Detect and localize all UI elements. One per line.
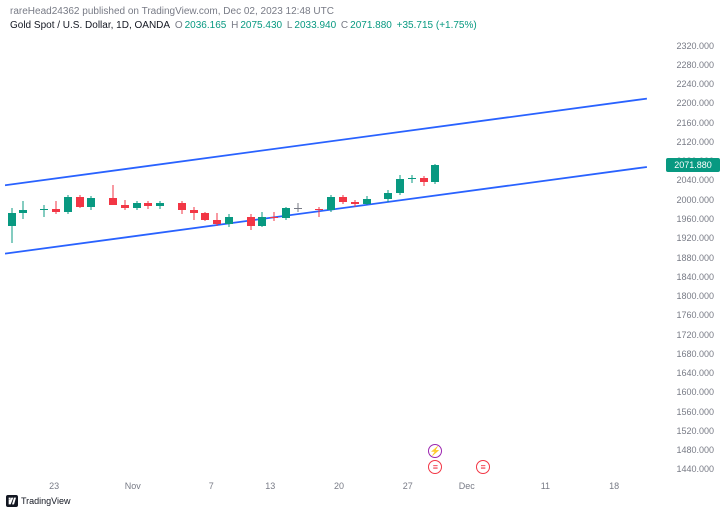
o-val: 2036.165 [185, 20, 227, 31]
y-tick: 1680.000 [676, 349, 714, 359]
x-tick: 11 [541, 481, 550, 491]
x-tick: 27 [403, 481, 413, 491]
x-tick: 13 [265, 481, 275, 491]
y-tick: 2320.000 [676, 41, 714, 51]
y-tick: 2000.000 [676, 195, 714, 205]
y-tick: 2040.000 [676, 175, 714, 185]
tradingview-logo-icon [6, 495, 18, 507]
symbol-label: Gold Spot / U.S. Dollar, 1D, OANDA [10, 20, 170, 31]
event-marker[interactable]: ⚡ [428, 444, 442, 458]
price-tag: 2071.880 [666, 158, 720, 172]
y-tick: 1520.000 [676, 426, 714, 436]
y-tick: 1720.000 [676, 330, 714, 340]
chart-area[interactable]: ⚡ ≡ ≡ [5, 36, 660, 479]
trend-overlay [5, 36, 660, 479]
y-tick: 2200.000 [676, 98, 714, 108]
y-tick: 1440.000 [676, 464, 714, 474]
y-tick: 1840.000 [676, 272, 714, 282]
c-val: 2071.880 [350, 20, 392, 31]
y-tick: 1800.000 [676, 291, 714, 301]
y-tick: 1960.000 [676, 214, 714, 224]
trend-line[interactable] [5, 99, 647, 186]
y-tick: 2120.000 [676, 137, 714, 147]
x-tick: 23 [49, 481, 59, 491]
y-tick: 1640.000 [676, 368, 714, 378]
c-label: C [341, 20, 348, 31]
publish-info: rareHead24362 published on TradingView.c… [10, 6, 334, 17]
l-label: L [287, 20, 293, 31]
y-tick: 1560.000 [676, 407, 714, 417]
y-tick: 1600.000 [676, 387, 714, 397]
x-axis[interactable]: 23 Nov 7 13 20 27 Dec 11 18 [5, 481, 660, 495]
y-tick: 1920.000 [676, 233, 714, 243]
y-tick: 2280.000 [676, 60, 714, 70]
event-marker[interactable]: ≡ [428, 460, 442, 474]
trend-line[interactable] [5, 167, 647, 254]
y-tick: 1480.000 [676, 445, 714, 455]
o-label: O [175, 20, 183, 31]
x-tick: Nov [125, 481, 141, 491]
y-tick: 2240.000 [676, 79, 714, 89]
chg-val: +35.715 (+1.75%) [397, 20, 477, 31]
y-axis[interactable]: 1440.000 1480.000 1520.000 1560.000 1600.000… [662, 36, 720, 479]
h-label: H [231, 20, 238, 31]
x-tick: 18 [609, 481, 619, 491]
y-tick: 1760.000 [676, 310, 714, 320]
l-val: 2033.940 [294, 20, 336, 31]
x-tick: 20 [334, 481, 344, 491]
y-tick: 2160.000 [676, 118, 714, 128]
event-marker[interactable]: ≡ [476, 460, 490, 474]
brand-footer: TradingView [6, 495, 71, 507]
brand-text: TradingView [21, 496, 71, 506]
y-tick: 1880.000 [676, 253, 714, 263]
x-tick: 7 [209, 481, 214, 491]
ohlc-bar: Gold Spot / U.S. Dollar, 1D, OANDA O2036… [10, 20, 479, 31]
x-tick: Dec [459, 481, 475, 491]
h-val: 2075.430 [240, 20, 282, 31]
